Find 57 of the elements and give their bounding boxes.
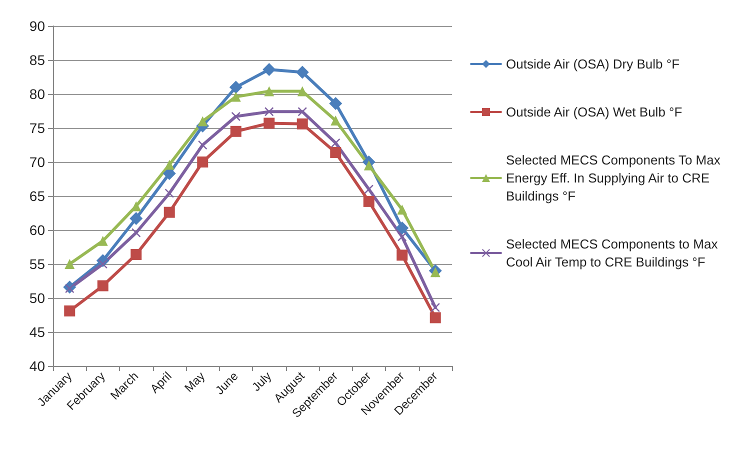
- point: [330, 116, 341, 126]
- point: [130, 212, 143, 225]
- point: [264, 107, 274, 116]
- point: [198, 140, 208, 150]
- point: [430, 303, 440, 312]
- point: [296, 66, 309, 79]
- y-tick-label: 90: [29, 18, 46, 34]
- point: [331, 138, 340, 148]
- point: [130, 248, 142, 260]
- point: [397, 204, 408, 215]
- point: [164, 188, 174, 198]
- point: [396, 221, 409, 234]
- point: [262, 63, 276, 76]
- point: [198, 116, 208, 126]
- point: [430, 312, 441, 324]
- point: [398, 232, 407, 242]
- point: [363, 196, 374, 207]
- point: [64, 259, 75, 269]
- legend-label: Selected MECS Components To Max Energy Eff. In Supplying Air to CRE Buildings °F: [506, 152, 724, 204]
- y-tick-label: 65: [29, 188, 46, 204]
- point: [329, 97, 342, 110]
- point: [97, 280, 108, 292]
- y-tick-label: 85: [29, 52, 46, 68]
- point: [430, 267, 440, 278]
- point: [98, 236, 108, 246]
- point: [264, 86, 274, 96]
- legend-label: Outside Air (OSA) Dry Bulb °F: [506, 56, 680, 72]
- point: [164, 206, 175, 218]
- point: [396, 250, 408, 261]
- point: [164, 160, 174, 170]
- point: [132, 228, 141, 238]
- x-tick-label: May: [182, 369, 208, 395]
- point: [297, 86, 308, 96]
- point: [230, 92, 241, 102]
- point: [364, 160, 374, 170]
- y-tick-label: 75: [29, 120, 46, 136]
- point: [364, 184, 374, 194]
- x-tick-label: July: [249, 369, 274, 394]
- point: [231, 112, 240, 121]
- point: [64, 305, 76, 316]
- y-tick-label: 55: [29, 256, 46, 272]
- point: [296, 118, 308, 130]
- y-tick-label: 50: [29, 290, 46, 306]
- y-tick-label: 45: [29, 324, 46, 340]
- point: [264, 118, 275, 129]
- y-tick-label: 70: [29, 154, 46, 170]
- legend-label: Outside Air (OSA) Wet Bulb °F: [506, 104, 682, 120]
- point: [330, 146, 342, 158]
- y-tick-label: 80: [29, 86, 46, 102]
- point: [131, 201, 142, 212]
- point: [229, 80, 242, 94]
- y-tick-label: 60: [29, 222, 46, 238]
- point: [298, 107, 307, 116]
- point: [230, 126, 242, 137]
- point: [197, 156, 208, 168]
- y-tick-label: 40: [29, 358, 46, 374]
- legend-label: Selected MECS Components to Max Cool Air Temp to CRE Buildings °F: [506, 236, 722, 270]
